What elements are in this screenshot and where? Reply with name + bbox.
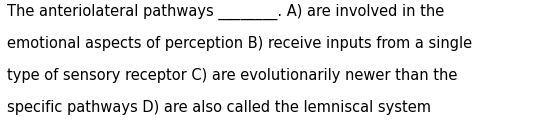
- Text: type of sensory receptor C) are evolutionarily newer than the: type of sensory receptor C) are evolutio…: [7, 68, 457, 83]
- Text: emotional aspects of perception B) receive inputs from a single: emotional aspects of perception B) recei…: [7, 36, 472, 51]
- Text: specific pathways D) are also called the lemniscal system: specific pathways D) are also called the…: [7, 100, 431, 115]
- Text: The anteriolateral pathways ________. A) are involved in the: The anteriolateral pathways ________. A)…: [7, 4, 444, 20]
